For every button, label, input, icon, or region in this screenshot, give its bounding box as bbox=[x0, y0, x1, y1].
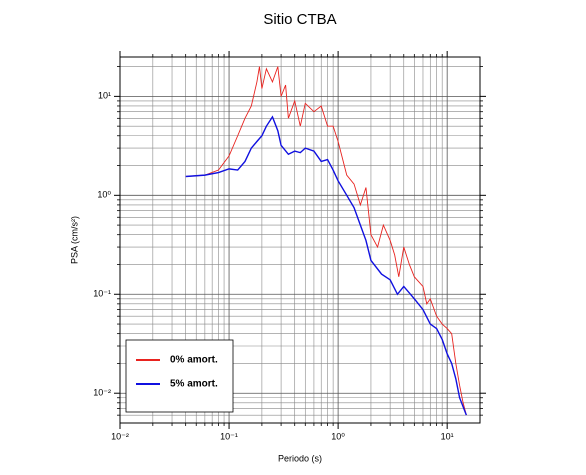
x-tick-label: 10⁰ bbox=[331, 431, 345, 441]
legend-label: 0% amort. bbox=[170, 355, 218, 366]
y-tick-label: 10⁻² bbox=[93, 388, 111, 398]
plot-frame bbox=[119, 56, 481, 424]
x-axis-label: Periodo (s) bbox=[278, 453, 322, 463]
y-tick-label: 10⁰ bbox=[97, 190, 111, 200]
x-tick-label: 10⁻² bbox=[111, 431, 129, 441]
y-tick-label: 10¹ bbox=[98, 91, 111, 101]
legend-box bbox=[125, 339, 234, 413]
y-tick-label: 10⁻¹ bbox=[93, 289, 111, 299]
y-axis-label: PSA (cm/s²) bbox=[69, 216, 79, 264]
series-line bbox=[185, 66, 467, 416]
legend-label: 5% amort. bbox=[170, 379, 218, 390]
x-tick-label: 10¹ bbox=[441, 431, 454, 441]
x-tick-label: 10⁻¹ bbox=[220, 431, 238, 441]
series-line bbox=[185, 115, 468, 416]
chart-title: Sitio CTBA bbox=[263, 11, 336, 28]
